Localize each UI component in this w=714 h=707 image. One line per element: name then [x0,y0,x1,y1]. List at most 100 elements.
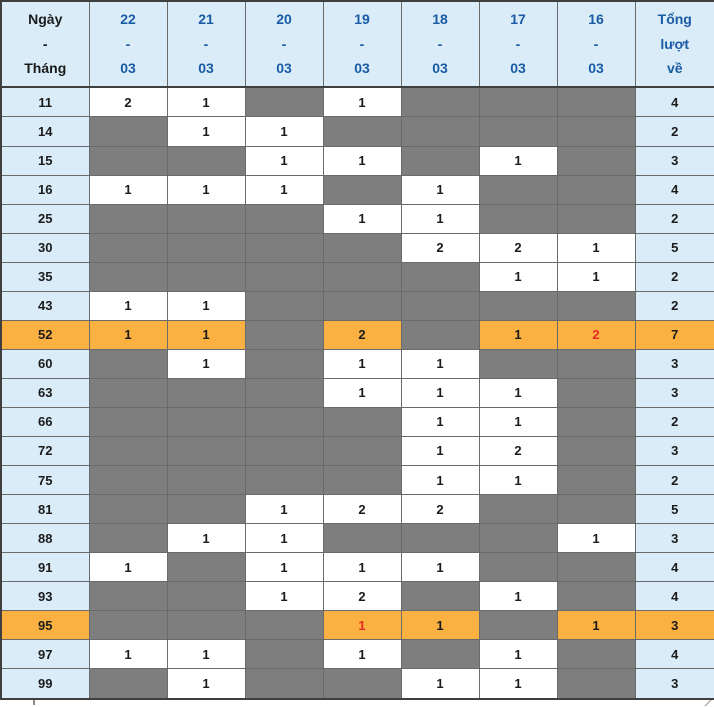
value-cell: 1 [400,610,480,641]
total-cell: 4 [634,174,714,205]
row-number-cell: 35 [0,261,90,292]
table-row: 75 1 1 2 [0,465,714,496]
empty-cell [244,465,324,496]
horizontal-scrollbar[interactable] [0,700,714,707]
empty-cell [88,232,168,263]
empty-cell [88,348,168,379]
empty-cell [400,261,480,292]
empty-cell [400,581,480,612]
value-cell: 1 [400,406,480,437]
table-row: 14 1 1 2 [0,116,714,147]
total-cell: 2 [634,465,714,496]
total-cell: 5 [634,232,714,263]
value-cell: 1 [322,610,402,641]
row-number-cell: 88 [0,523,90,554]
empty-cell [556,435,636,467]
empty-cell [400,639,480,670]
value-cell: 1 [166,348,246,379]
empty-cell [166,581,246,612]
row-number-cell: 75 [0,465,90,496]
empty-cell [400,86,480,118]
header-line: 03 [432,60,448,77]
value-cell: 1 [88,290,168,321]
header-line: 03 [276,60,292,77]
value-cell: 1 [244,523,324,554]
empty-cell [244,639,324,670]
value-cell: 1 [556,232,636,263]
header-line: 18 [432,11,448,28]
header-line: 03 [588,60,604,77]
row-number-cell: 95 [0,610,90,641]
header-line: - [42,35,48,52]
empty-cell [478,174,558,205]
header-line: 16 [588,11,604,28]
table-row: 95 1 1 1 3 [0,610,714,641]
empty-cell [556,639,636,670]
header-line: - [437,35,443,52]
table-row: 93 1 2 1 4 [0,581,714,612]
column-header-date: 21 - 03 [166,0,246,88]
empty-cell [244,261,324,292]
header-line: - [203,35,209,52]
value-cell: 1 [400,203,480,234]
column-header-date: 19 - 03 [322,0,402,88]
value-cell: 1 [244,552,324,583]
empty-cell [244,406,324,437]
header-line: lượt [660,35,690,52]
empty-cell [556,203,636,234]
row-number-cell: 91 [0,552,90,583]
empty-cell [478,552,558,583]
row-number-cell: 52 [0,319,90,350]
header-line: 03 [120,60,136,77]
header-line: - [281,35,287,52]
value-cell: 1 [244,581,324,612]
empty-cell [244,232,324,263]
column-header-date: 16 - 03 [556,0,636,88]
value-cell: 2 [322,319,402,350]
table-row: 11 2 1 1 4 [0,86,714,118]
header-line: - [359,35,365,52]
empty-cell [322,174,402,205]
row-number-cell: 14 [0,116,90,147]
header-line: về [666,60,683,77]
empty-cell [478,86,558,118]
empty-cell [400,319,480,350]
table-row: 99 1 1 1 3 [0,668,714,700]
value-cell: 1 [166,319,246,350]
header-line: 03 [510,60,526,77]
empty-cell [322,290,402,321]
value-cell: 1 [166,116,246,147]
table-body: 11 2 1 1 4 14 1 1 2 15 1 1 1 3 16 1 1 1 1 4 25 1 1 2 30 2 2 1 5 35 1 1 2… [0,86,714,700]
empty-cell [400,116,480,147]
header-line: - [125,35,131,52]
value-cell: 1 [556,610,636,641]
column-header-date: 20 - 03 [244,0,324,88]
empty-cell [244,435,324,467]
total-cell: 2 [634,203,714,234]
value-cell: 1 [166,523,246,554]
empty-cell [166,435,246,467]
value-cell: 1 [166,639,246,670]
empty-cell [244,290,324,321]
header-line: 22 [120,11,136,28]
table-row: 63 1 1 1 3 [0,377,714,408]
table-header: Ngày - Tháng 22 - 03 21 - 03 20 - 03 19 - 03 18 - 03 17 - 03… [0,0,714,88]
scrollbar-left-arrow-icon[interactable] [33,700,35,705]
empty-cell [166,203,246,234]
table-row: 72 1 2 3 [0,435,714,467]
total-cell: 4 [634,581,714,612]
header-line: 21 [198,11,214,28]
empty-cell [88,261,168,292]
row-number-cell: 11 [0,86,90,118]
total-cell: 3 [634,668,714,700]
empty-cell [322,465,402,496]
empty-cell [88,116,168,147]
value-cell: 1 [88,552,168,583]
value-cell: 1 [400,174,480,205]
empty-cell [166,406,246,437]
row-number-cell: 30 [0,232,90,263]
value-cell: 1 [244,145,324,176]
value-cell: 1 [244,174,324,205]
empty-cell [478,290,558,321]
empty-cell [322,668,402,700]
